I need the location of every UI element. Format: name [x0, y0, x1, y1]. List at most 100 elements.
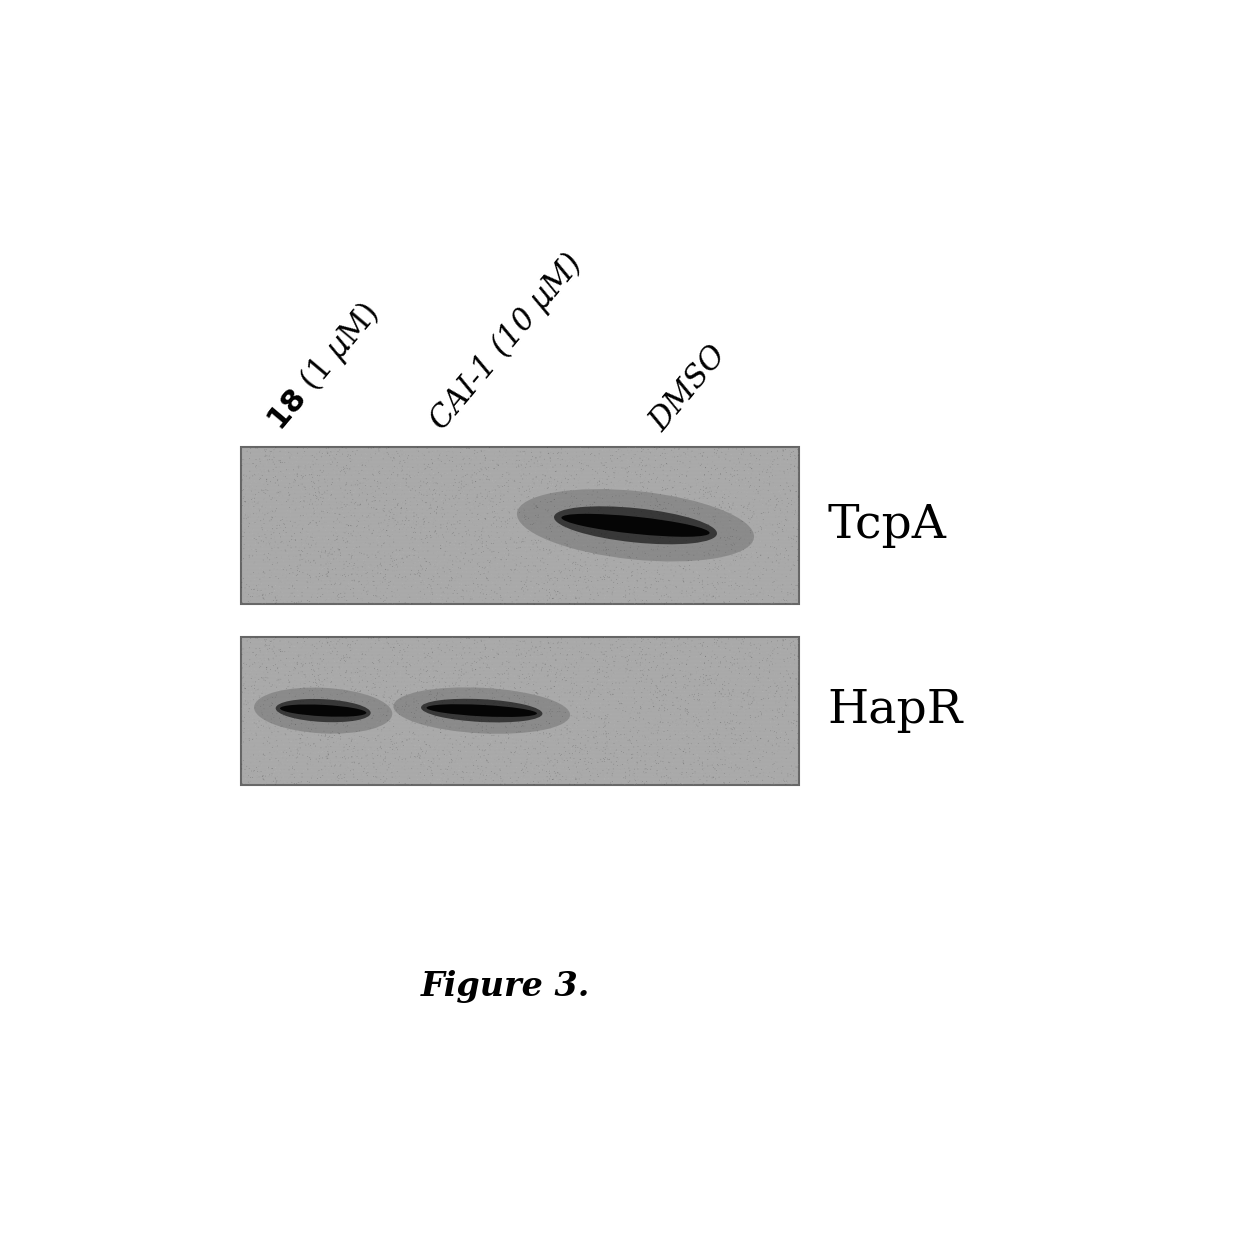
- Point: [551, 665, 570, 685]
- Point: [280, 448, 300, 468]
- Point: [529, 723, 549, 743]
- Point: [631, 750, 651, 770]
- Point: [529, 632, 549, 652]
- Point: [449, 643, 469, 663]
- Point: [618, 689, 637, 708]
- Point: [306, 454, 326, 474]
- Point: [631, 485, 651, 505]
- Point: [680, 707, 699, 727]
- Point: [621, 679, 641, 698]
- Point: [653, 649, 673, 669]
- Point: [258, 503, 278, 523]
- Point: [786, 687, 806, 707]
- Point: [564, 707, 584, 727]
- Point: [532, 445, 552, 465]
- Point: [515, 549, 534, 569]
- Point: [479, 492, 498, 512]
- Point: [250, 727, 270, 747]
- Point: [306, 685, 326, 705]
- Point: [403, 737, 423, 756]
- Point: [616, 650, 636, 670]
- Point: [542, 441, 562, 460]
- Point: [608, 737, 627, 756]
- Point: [730, 586, 750, 606]
- Point: [389, 447, 409, 466]
- Point: [433, 507, 453, 527]
- Point: [305, 553, 325, 573]
- Point: [521, 753, 541, 772]
- Point: [435, 489, 455, 508]
- Point: [718, 680, 738, 700]
- Point: [391, 553, 410, 573]
- Point: [632, 543, 652, 563]
- Point: [759, 766, 779, 786]
- Point: [768, 638, 787, 658]
- Point: [661, 703, 681, 723]
- Point: [415, 732, 435, 752]
- Point: [401, 684, 420, 703]
- Point: [241, 475, 260, 495]
- Point: [458, 673, 477, 692]
- Point: [698, 575, 718, 595]
- Point: [482, 466, 502, 486]
- Point: [768, 448, 787, 468]
- Point: [544, 542, 564, 561]
- Point: [315, 591, 335, 611]
- Point: [489, 507, 508, 527]
- Point: [528, 507, 548, 527]
- Point: [438, 689, 458, 708]
- Point: [701, 484, 720, 503]
- Point: [525, 663, 544, 682]
- Point: [676, 489, 696, 508]
- Point: [764, 769, 784, 789]
- Point: [763, 447, 782, 466]
- Point: [740, 523, 760, 543]
- Point: [414, 566, 434, 586]
- Point: [538, 500, 558, 520]
- Point: [429, 726, 449, 745]
- Point: [689, 722, 709, 742]
- Point: [725, 691, 745, 711]
- Point: [609, 508, 629, 528]
- Point: [357, 660, 377, 680]
- Point: [547, 468, 567, 487]
- Point: [304, 470, 324, 490]
- Point: [627, 759, 647, 779]
- Point: [249, 745, 269, 765]
- Point: [482, 675, 502, 695]
- Point: [551, 542, 570, 561]
- Point: [708, 631, 728, 650]
- Point: [270, 484, 290, 503]
- Point: [451, 665, 471, 685]
- Point: [604, 771, 624, 791]
- Point: [294, 466, 314, 486]
- Point: [680, 452, 699, 471]
- Point: [768, 445, 787, 465]
- Point: [577, 710, 596, 729]
- Point: [609, 742, 629, 761]
- Point: [738, 749, 758, 769]
- Point: [384, 638, 404, 658]
- Point: [636, 468, 656, 487]
- Point: [557, 543, 577, 563]
- Point: [706, 740, 725, 760]
- Point: [286, 452, 306, 471]
- Point: [394, 542, 414, 561]
- Point: [310, 729, 330, 749]
- Point: [387, 580, 407, 600]
- Point: [321, 663, 341, 682]
- Point: [672, 712, 692, 732]
- Point: [531, 442, 551, 462]
- Point: [368, 531, 388, 550]
- Point: [325, 449, 345, 469]
- Point: [773, 766, 792, 786]
- Point: [246, 500, 265, 520]
- Point: [249, 563, 269, 582]
- Point: [506, 452, 526, 471]
- Point: [424, 687, 444, 707]
- Point: [300, 553, 320, 573]
- Point: [283, 731, 303, 750]
- Point: [249, 742, 269, 761]
- Point: [516, 579, 536, 598]
- Point: [464, 569, 484, 589]
